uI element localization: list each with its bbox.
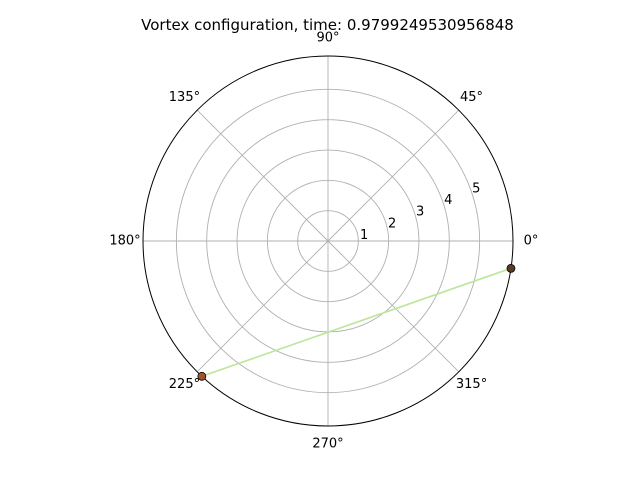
theta-tick-label-45: 45° xyxy=(460,90,483,105)
r-tick-label-1: 1 xyxy=(360,228,368,243)
theta-grid-line-135 xyxy=(196,109,329,242)
theta-tick-label-315: 315° xyxy=(456,377,487,392)
r-tick-label-3: 3 xyxy=(416,205,424,220)
r-tick-label-2: 2 xyxy=(388,216,396,231)
data-layer xyxy=(197,263,516,381)
grid-layer xyxy=(142,55,514,427)
theta-grid-line-315 xyxy=(327,240,460,373)
theta-grid-line-225 xyxy=(196,240,329,373)
trajectory-line-0 xyxy=(201,267,512,378)
vortex-point-1 xyxy=(197,371,207,381)
theta-tick-label-0: 0° xyxy=(524,234,539,249)
r-tick-label-4: 4 xyxy=(444,193,452,208)
theta-grid-line-45 xyxy=(327,109,460,242)
theta-tick-label-270: 270° xyxy=(312,437,343,452)
vortex-point-0 xyxy=(506,263,516,273)
r-tick-label-5: 5 xyxy=(472,181,480,196)
theta-tick-label-180: 180° xyxy=(109,234,140,249)
theta-tick-label-90: 90° xyxy=(316,31,339,46)
polar-frame xyxy=(142,55,514,427)
theta-tick-label-135: 135° xyxy=(169,90,200,105)
theta-tick-label-225: 225° xyxy=(169,377,200,392)
chart-title: Vortex configuration, time: 0.9799249530… xyxy=(141,16,514,34)
label-layer: 0° 45° 90° 135° 180° 225° 270° 315° 1 2 3 4 5 xyxy=(109,31,538,452)
